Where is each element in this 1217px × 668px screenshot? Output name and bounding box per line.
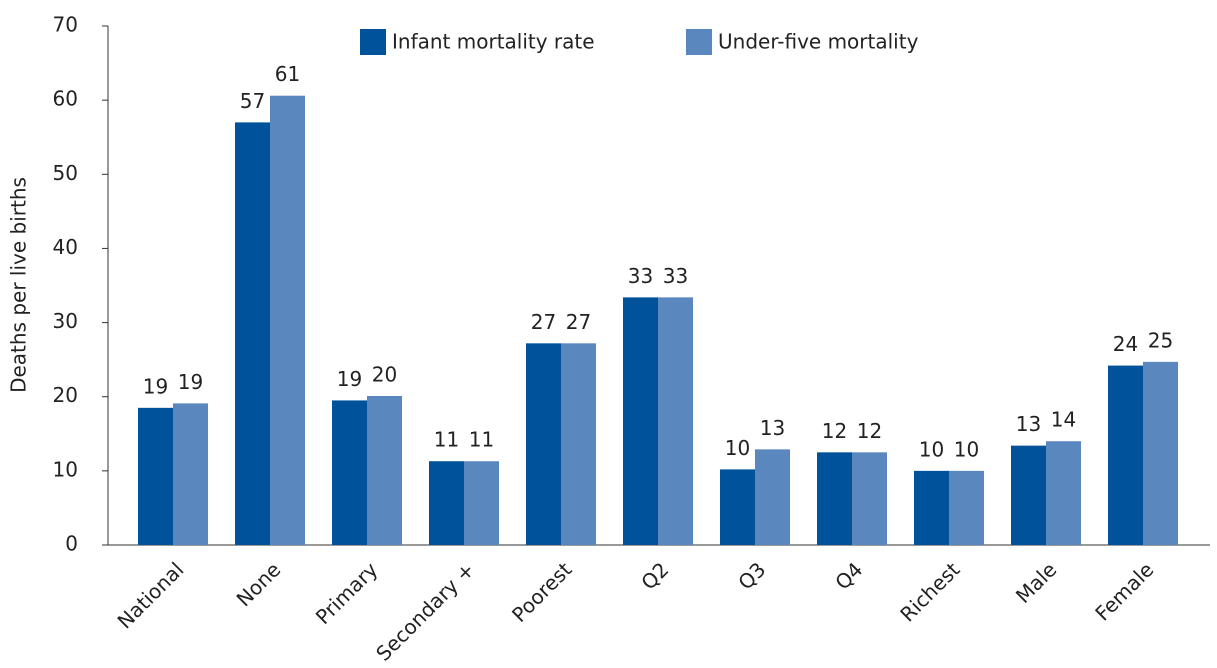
bar	[817, 452, 852, 545]
y-axis-label: Deaths per live births	[7, 177, 31, 393]
x-tick-label: Primary	[311, 557, 383, 629]
bar	[914, 470, 949, 545]
legend-label: Infant mortality rate	[392, 30, 595, 54]
bar	[720, 469, 755, 545]
bar	[173, 403, 208, 545]
bar	[332, 400, 367, 545]
x-tick-label: Poorest	[507, 557, 577, 627]
bar	[1011, 445, 1046, 545]
value-label: 33	[628, 264, 653, 288]
x-tick-label: Q4	[830, 557, 867, 594]
value-label: 25	[1148, 328, 1173, 352]
bar	[949, 470, 984, 545]
legend-label: Under-five mortality	[718, 30, 919, 54]
value-label: 33	[663, 264, 688, 288]
x-tick-label: National	[113, 557, 189, 633]
bar	[658, 297, 693, 545]
value-label: 14	[1051, 408, 1076, 432]
x-tick-label: Q2	[636, 557, 673, 594]
value-label: 11	[434, 428, 459, 452]
bar	[623, 297, 658, 545]
y-tick-label: 0	[65, 532, 78, 556]
x-tick-label: Male	[1011, 557, 1061, 607]
value-label: 57	[240, 89, 265, 113]
value-label: 11	[469, 428, 494, 452]
value-label: 19	[178, 370, 203, 394]
value-label: 10	[954, 437, 979, 461]
bar	[1046, 441, 1081, 545]
y-tick-label: 30	[53, 309, 78, 333]
bar	[1108, 365, 1143, 545]
value-label: 27	[531, 310, 556, 334]
value-label: 27	[566, 310, 591, 334]
bar	[755, 449, 790, 545]
legend-swatch	[360, 29, 386, 55]
bar	[852, 452, 887, 545]
bar	[429, 461, 464, 545]
bar	[526, 343, 561, 545]
value-label: 12	[857, 419, 882, 443]
y-tick-label: 50	[53, 161, 78, 185]
value-label: 12	[822, 419, 847, 443]
value-label: 13	[760, 416, 785, 440]
value-label: 19	[143, 374, 168, 398]
y-tick-label: 20	[53, 383, 78, 407]
y-tick-label: 10	[53, 457, 78, 481]
x-tick-label: None	[232, 557, 286, 611]
bar	[561, 343, 596, 545]
bar	[367, 395, 402, 545]
x-tick-label: Richest	[895, 557, 964, 626]
value-label: 20	[372, 362, 397, 386]
y-tick-label: 70	[53, 13, 78, 37]
y-tick-label: 40	[53, 235, 78, 259]
value-label: 19	[337, 367, 362, 391]
x-tick-label: Secondary +	[371, 557, 479, 665]
value-label: 10	[725, 436, 750, 460]
value-label: 10	[919, 437, 944, 461]
x-tick-label: Female	[1090, 557, 1158, 625]
value-label: 24	[1113, 332, 1138, 356]
legend-swatch	[686, 29, 712, 55]
bar	[235, 122, 270, 545]
x-tick-label: Q3	[733, 557, 770, 594]
bar	[138, 407, 173, 545]
y-tick-label: 60	[53, 87, 78, 111]
bar	[270, 95, 305, 546]
value-label: 61	[275, 62, 300, 86]
value-label: 13	[1016, 412, 1041, 436]
bar	[1143, 361, 1178, 545]
bar	[464, 461, 499, 545]
